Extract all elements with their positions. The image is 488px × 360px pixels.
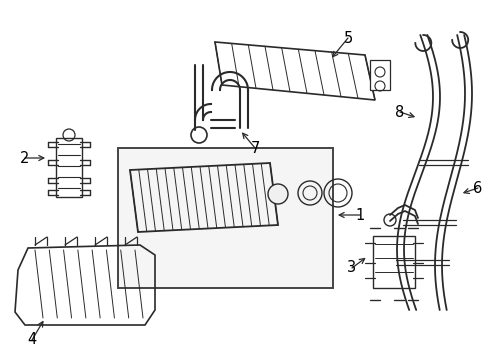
Bar [369,60,389,90]
Text: 8: 8 [395,104,404,120]
Text: 4: 4 [27,333,37,347]
Bar [56,138,82,197]
Text: 5: 5 [343,31,352,45]
Text: 6: 6 [472,180,482,195]
Text: 1: 1 [355,207,364,222]
Text: 2: 2 [20,150,30,166]
Text: 3: 3 [347,261,356,275]
Bar [372,236,414,288]
Text: 7: 7 [250,140,259,156]
Circle shape [267,184,287,204]
Bar [118,148,332,288]
